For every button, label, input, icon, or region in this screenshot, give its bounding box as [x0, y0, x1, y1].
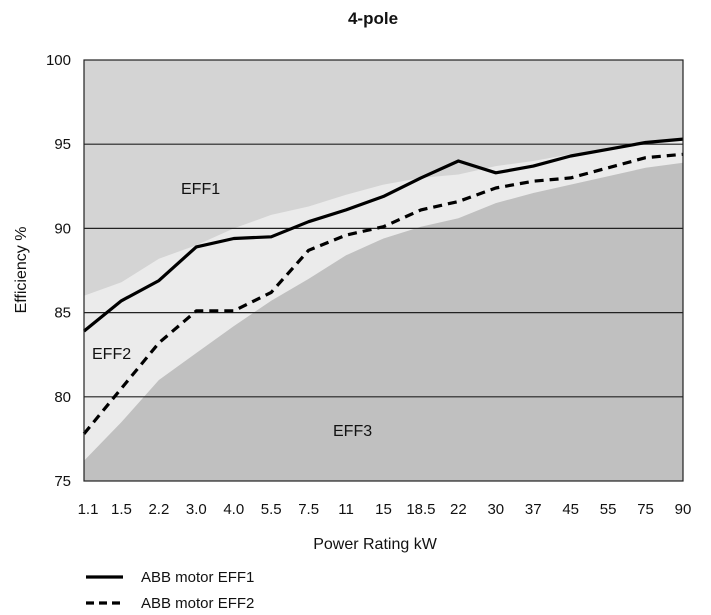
x-tick-label: 30 — [487, 501, 504, 518]
x-tick-label: 1.5 — [111, 501, 132, 518]
region-label-eff1: EFF1 — [181, 181, 220, 198]
y-tick-label: 95 — [54, 136, 71, 153]
legend-label: ABB motor EFF2 — [141, 595, 254, 610]
region-label-eff3: EFF3 — [333, 423, 372, 440]
x-tick-label: 75 — [637, 501, 654, 518]
y-axis-label: Efficiency % — [13, 227, 30, 314]
x-tick-label: 45 — [562, 501, 579, 518]
x-tick-label: 22 — [450, 501, 467, 518]
y-axis-ticks: 75 80 85 90 95 100 — [46, 52, 71, 490]
region-eff3 — [84, 162, 683, 481]
x-tick-label: 37 — [525, 501, 542, 518]
y-tick-label: 90 — [54, 220, 71, 237]
y-tick-label: 100 — [46, 52, 71, 69]
series-lines — [82, 137, 684, 435]
region-labels: EFF1 EFF2 EFF3 — [92, 181, 372, 440]
x-tick-label: 11 — [338, 501, 354, 518]
series-line — [82, 152, 684, 435]
efficiency-class-regions — [84, 60, 683, 481]
x-axis-ticks: 1.1 1.5 2.2 3.0 4.0 5.5 7.5 11 15 18.5 22 30 37 45 55 7… — [78, 501, 692, 518]
region-label-eff2: EFF2 — [92, 346, 131, 363]
x-tick-label: 7.5 — [298, 501, 319, 518]
chart-title: 4-pole — [348, 9, 398, 28]
legend-label: ABB motor EFF1 — [141, 569, 254, 586]
y-tick-label: 85 — [54, 305, 71, 322]
legend: ABB motor EFF1 ABB motor EFF2 — [86, 569, 254, 612]
gridlines — [84, 143, 683, 398]
x-tick-label: 18.5 — [406, 501, 435, 518]
x-axis-label: Power Rating kW — [313, 536, 437, 553]
x-tick-label: 2.2 — [148, 501, 169, 518]
y-tick-label: 75 — [54, 473, 71, 490]
x-tick-label: 4.0 — [223, 501, 244, 518]
x-tick-label: 15 — [375, 501, 392, 518]
plot-frame — [83, 59, 684, 482]
x-tick-label: 1.1 — [78, 501, 99, 518]
x-tick-label: 90 — [675, 501, 692, 518]
y-tick-label: 80 — [54, 389, 71, 406]
series-line — [82, 137, 684, 333]
x-tick-label: 55 — [600, 501, 617, 518]
x-tick-label: 3.0 — [186, 501, 207, 518]
x-tick-label: 5.5 — [261, 501, 282, 518]
